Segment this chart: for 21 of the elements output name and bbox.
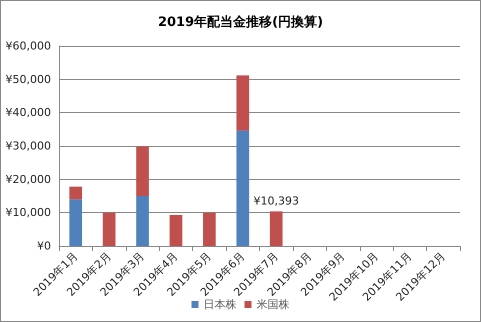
y-tick-label: ¥40,000	[6, 106, 51, 120]
y-tick-label: ¥20,000	[6, 172, 51, 186]
bar	[236, 75, 250, 131]
y-tick-label: ¥50,000	[6, 72, 51, 86]
bar	[69, 186, 82, 200]
bar	[136, 196, 149, 246]
bar	[203, 212, 216, 246]
y-tick-label: ¥0	[37, 240, 51, 252]
y-tick-label: ¥30,000	[6, 140, 51, 152]
legend-label: 日本株	[204, 298, 236, 311]
bar	[170, 215, 182, 246]
bar	[136, 146, 149, 196]
chart-title: 2019年配当金推移(円換算)	[158, 15, 324, 30]
bar	[270, 211, 283, 246]
y-tick-label: ¥10,000	[6, 206, 51, 220]
legend-label: 米国株	[256, 298, 290, 311]
bar	[69, 199, 82, 246]
y-tick-label: ¥60,000	[6, 40, 51, 52]
bar	[102, 212, 116, 246]
bar	[236, 130, 250, 246]
data-label: ¥10,393	[253, 194, 299, 208]
